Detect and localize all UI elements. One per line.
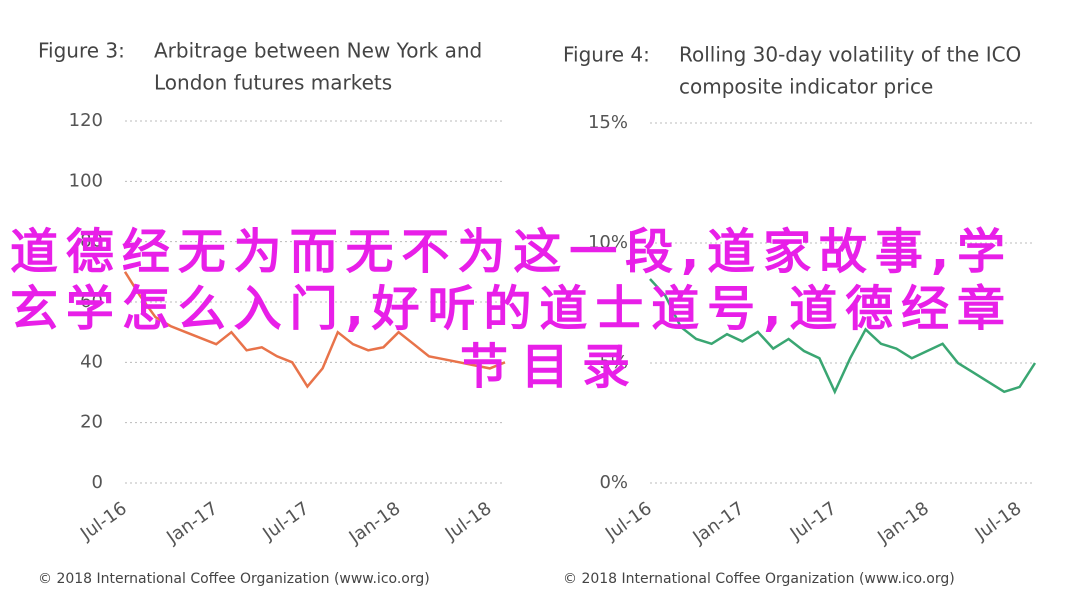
- figure-label: Figure 3:: [38, 39, 125, 63]
- y-tick-label: 20: [80, 412, 103, 433]
- x-tick-label: Jan-18: [873, 498, 933, 549]
- overlay-text: 玄学怎么入门,好听的道士道号,道德经章: [10, 281, 1005, 337]
- figure-label: Figure 4:: [563, 43, 650, 67]
- y-tick-label: 40: [80, 351, 103, 372]
- y-tick-label: 10%: [588, 232, 628, 253]
- y-tick-label: 100: [69, 170, 103, 191]
- x-tick-label: Jul-18: [441, 498, 496, 545]
- y-tick-label: 60: [80, 291, 103, 312]
- x-tick-label: Jul-17: [786, 498, 841, 545]
- y-tick-label: 0%: [599, 472, 628, 493]
- y-tick-label: 15%: [588, 112, 628, 133]
- source-note: © 2018 International Coffee Organization…: [38, 571, 430, 587]
- y-tick-label: 0: [92, 472, 103, 493]
- x-tick-label: Jan-18: [345, 498, 405, 549]
- data-line: [649, 278, 1037, 395]
- x-tick-label: Jul-16: [601, 498, 656, 545]
- x-tick-label: Jul-16: [76, 498, 131, 545]
- x-tick-label: Jul-17: [258, 498, 313, 545]
- overlay-text: 节目录: [460, 339, 630, 395]
- y-tick-label: 5%: [599, 352, 628, 373]
- x-tick-label: Jul-18: [971, 498, 1026, 545]
- y-tick-label: 80: [80, 231, 103, 252]
- x-tick-label: Jan-17: [688, 498, 748, 549]
- y-tick-label: 120: [69, 110, 103, 131]
- chart-title: Arbitrage between New York and: [154, 39, 482, 63]
- data-line: [123, 271, 506, 389]
- source-note: © 2018 International Coffee Organization…: [563, 571, 955, 587]
- chart-title: Rolling 30-day volatility of the ICO: [679, 43, 1021, 67]
- overlay-text: 道德经无为而无不为这一段,道家故事,学: [10, 224, 1005, 280]
- x-tick-label: Jan-17: [162, 498, 222, 549]
- chart-title: composite indicator price: [679, 75, 933, 99]
- chart-title: London futures markets: [154, 71, 392, 95]
